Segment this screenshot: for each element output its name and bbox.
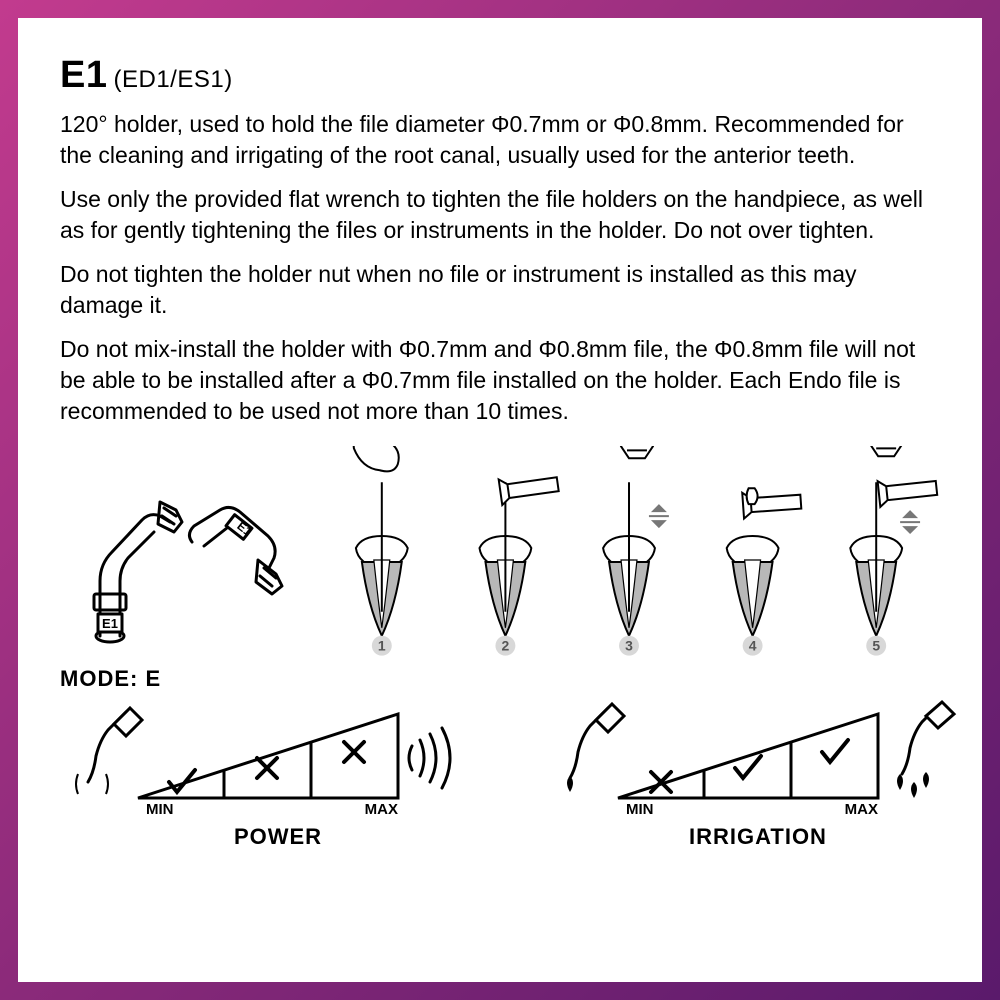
power-mark-3 [344,742,364,762]
power-gauge-block: MIN MAX POWER [68,698,488,850]
irrigation-caption: IRRIGATION [689,824,827,850]
step-number: 3 [625,638,633,654]
diagram-row: E1 E1 [60,446,940,656]
step-number: 2 [502,638,510,654]
power-max-label: MAX [365,801,398,818]
tip-views-illustration: E1 E1 [64,466,304,656]
paragraph-2: Use only the provided flat wrench to tig… [60,184,940,245]
tip-label-side: E1 [102,616,118,631]
page: E1 (ED1/ES1) 120° holder, used to hold t… [18,18,982,982]
step-number: 1 [378,638,386,654]
power-mark-2 [257,758,277,778]
power-caption: POWER [234,824,322,850]
procedure-steps-illustration: 1 2 3 4 5 [322,446,940,656]
gauges-row: MIN MAX POWER [60,698,940,850]
irrigation-min-label: MIN [626,801,654,818]
irrigation-mark-3 [822,740,848,762]
step-number: 5 [872,638,880,654]
title-row: E1 (ED1/ES1) [60,54,940,97]
step-number: 4 [749,638,757,654]
power-gauge: MIN MAX [68,698,488,818]
irrigation-gauge-block: MIN MAX IRRIGATION [548,698,968,850]
product-code: E1 [60,54,107,97]
paragraph-4: Do not mix-install the holder with Φ0.7m… [60,334,940,426]
irrigation-max-label: MAX [845,801,878,818]
irrigation-gauge: MIN MAX [548,698,968,818]
power-min-label: MIN [146,801,174,818]
paragraph-3: Do not tighten the holder nut when no fi… [60,259,940,320]
mode-label: MODE: E [60,666,940,692]
paragraph-1: 120° holder, used to hold the file diame… [60,109,940,170]
product-code-variants: (ED1/ES1) [113,66,232,94]
